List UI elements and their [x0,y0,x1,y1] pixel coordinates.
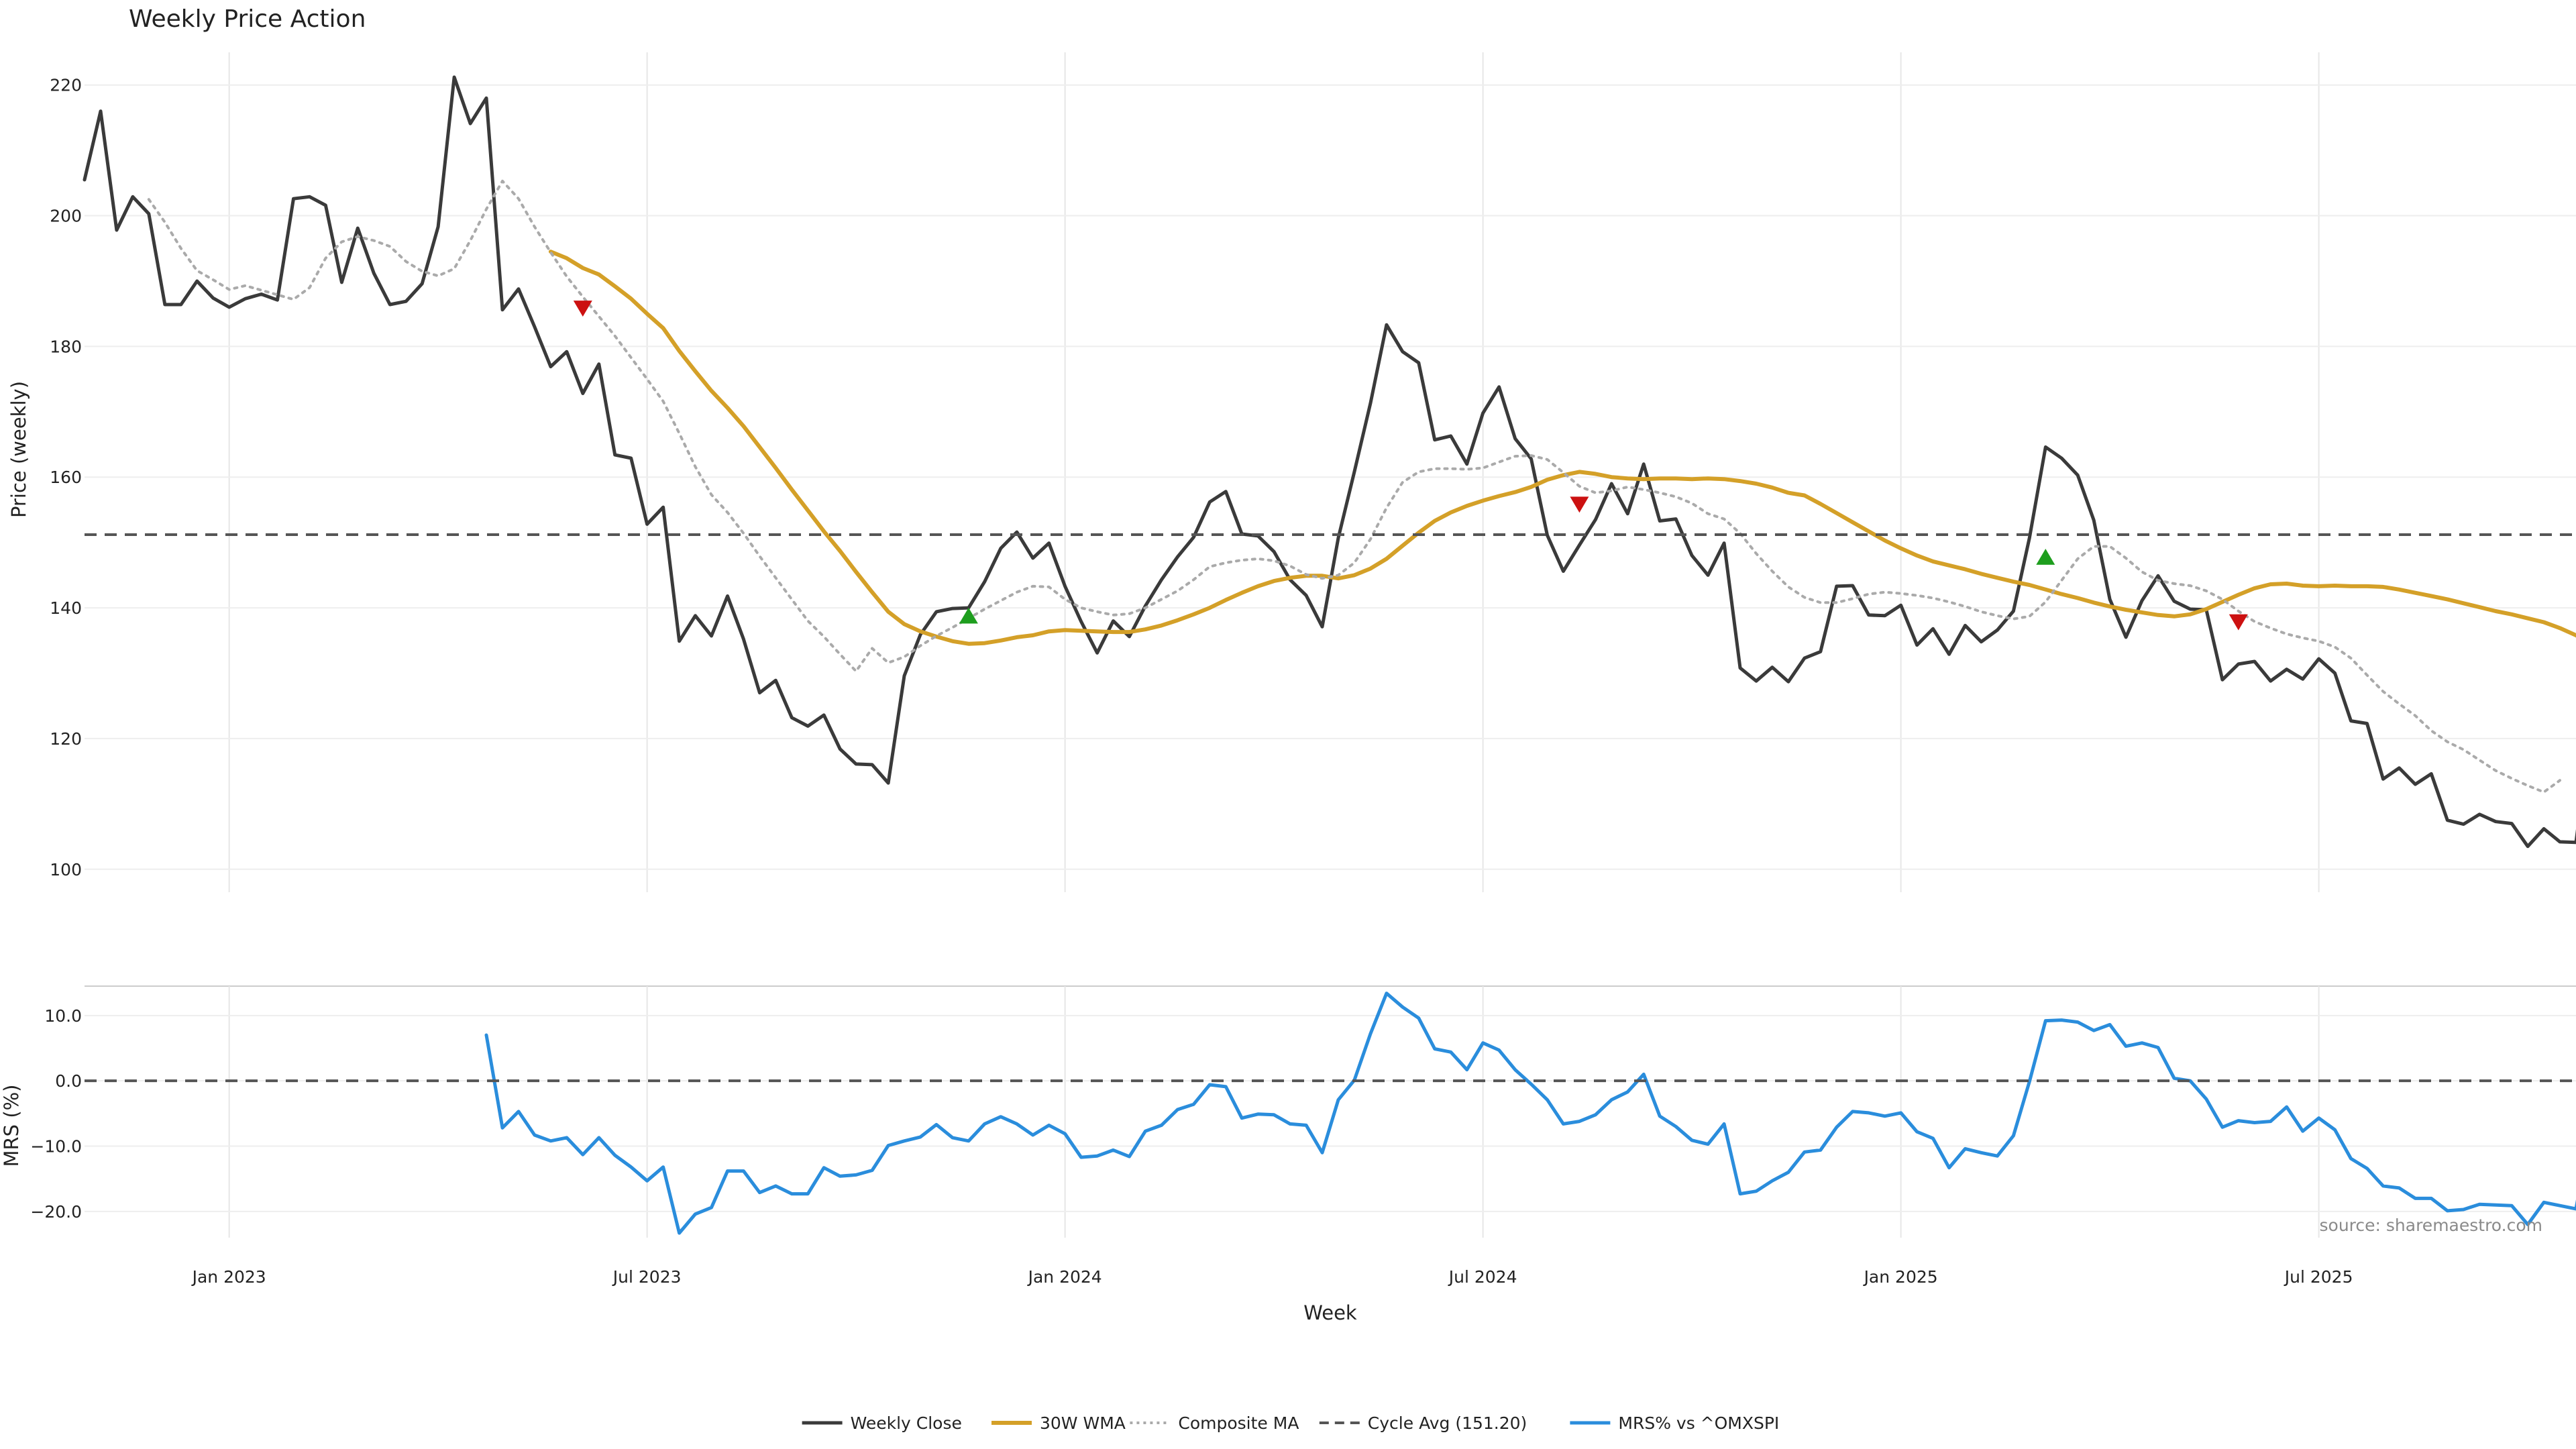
chart-title: Weekly Price Action [129,5,366,33]
legend-entry: Cycle Avg (151.20) [1368,1413,1527,1433]
legend-entry: Weekly Close [851,1413,962,1433]
price-30w-wma-series [548,250,2576,646]
sell-signal-marker [573,301,592,317]
buy-signal-marker [959,607,978,624]
x-tick-label: Jan 2024 [1027,1267,1102,1287]
x-tick-label: Jul 2024 [1448,1267,1517,1287]
x-tick-label: Jan 2025 [1863,1267,1938,1287]
sell-signal-marker [2229,614,2248,631]
x-tick-label: Jul 2025 [2284,1267,2353,1287]
x-axis-label: Week [1303,1301,1357,1324]
source-label: source: sharemaestro.com [2320,1216,2543,1235]
x-tick-label: Jul 2023 [612,1267,682,1287]
price-y-tick-label: 180 [50,337,82,356]
price-y-tick-label: 140 [50,598,82,618]
legend-entry: 30W WMA [1040,1413,1126,1433]
legend: Weekly Close 30W WMA Composite MA Cycle Avg… [802,1413,1779,1433]
mrs-y-tick-label: −20.0 [30,1202,82,1222]
price-panel: 100 120 140 160 180 200 220 [50,52,2576,892]
price-axis-label: Price (weekly) [7,381,30,518]
legend-entry: MRS% vs ^OMXSPI [1618,1413,1779,1433]
price-y-tick-label: 120 [50,729,82,749]
mrs-mrs-vs-omxspi-series [484,991,2576,1235]
legend-entry: Composite MA [1178,1413,1299,1433]
mrs-axis-label: MRS (%) [0,1085,23,1167]
mrs-y-tick-label: 0.0 [55,1071,82,1091]
buy-signal-marker [2036,549,2055,565]
mrs-y-tick-label: 10.0 [44,1006,82,1026]
price-y-tick-label: 220 [50,76,82,95]
price-y-tick-label: 200 [50,207,82,226]
price-y-tick-label: 100 [50,860,82,879]
mrs-y-tick-label: −10.0 [30,1137,82,1157]
sell-signal-marker [1570,496,1589,513]
x-tick-label: Jan 2023 [191,1267,266,1287]
mrs-panel: −20.0 −10.0 0.0 10.0 [30,985,2576,1238]
price-composite-ma-series [147,179,2561,794]
price-y-tick-label: 160 [50,468,82,487]
price-weekly-close-series [83,75,2576,849]
